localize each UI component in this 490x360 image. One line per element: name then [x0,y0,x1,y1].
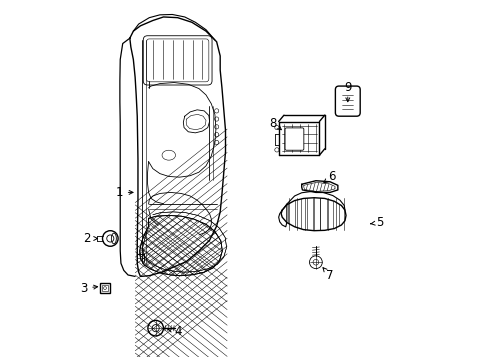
Bar [100,283,110,293]
Text: 9: 9 [344,81,351,94]
Polygon shape [140,215,222,276]
Text: 1: 1 [116,186,123,199]
Text: 3: 3 [80,282,87,294]
Text: 5: 5 [376,216,383,229]
Text: 2: 2 [83,232,91,245]
Bar [102,285,108,291]
Text: 6: 6 [328,170,336,183]
Text: 8: 8 [270,117,277,130]
Text: 4: 4 [174,325,181,338]
FancyBboxPatch shape [285,128,304,150]
Text: 7: 7 [326,269,334,282]
